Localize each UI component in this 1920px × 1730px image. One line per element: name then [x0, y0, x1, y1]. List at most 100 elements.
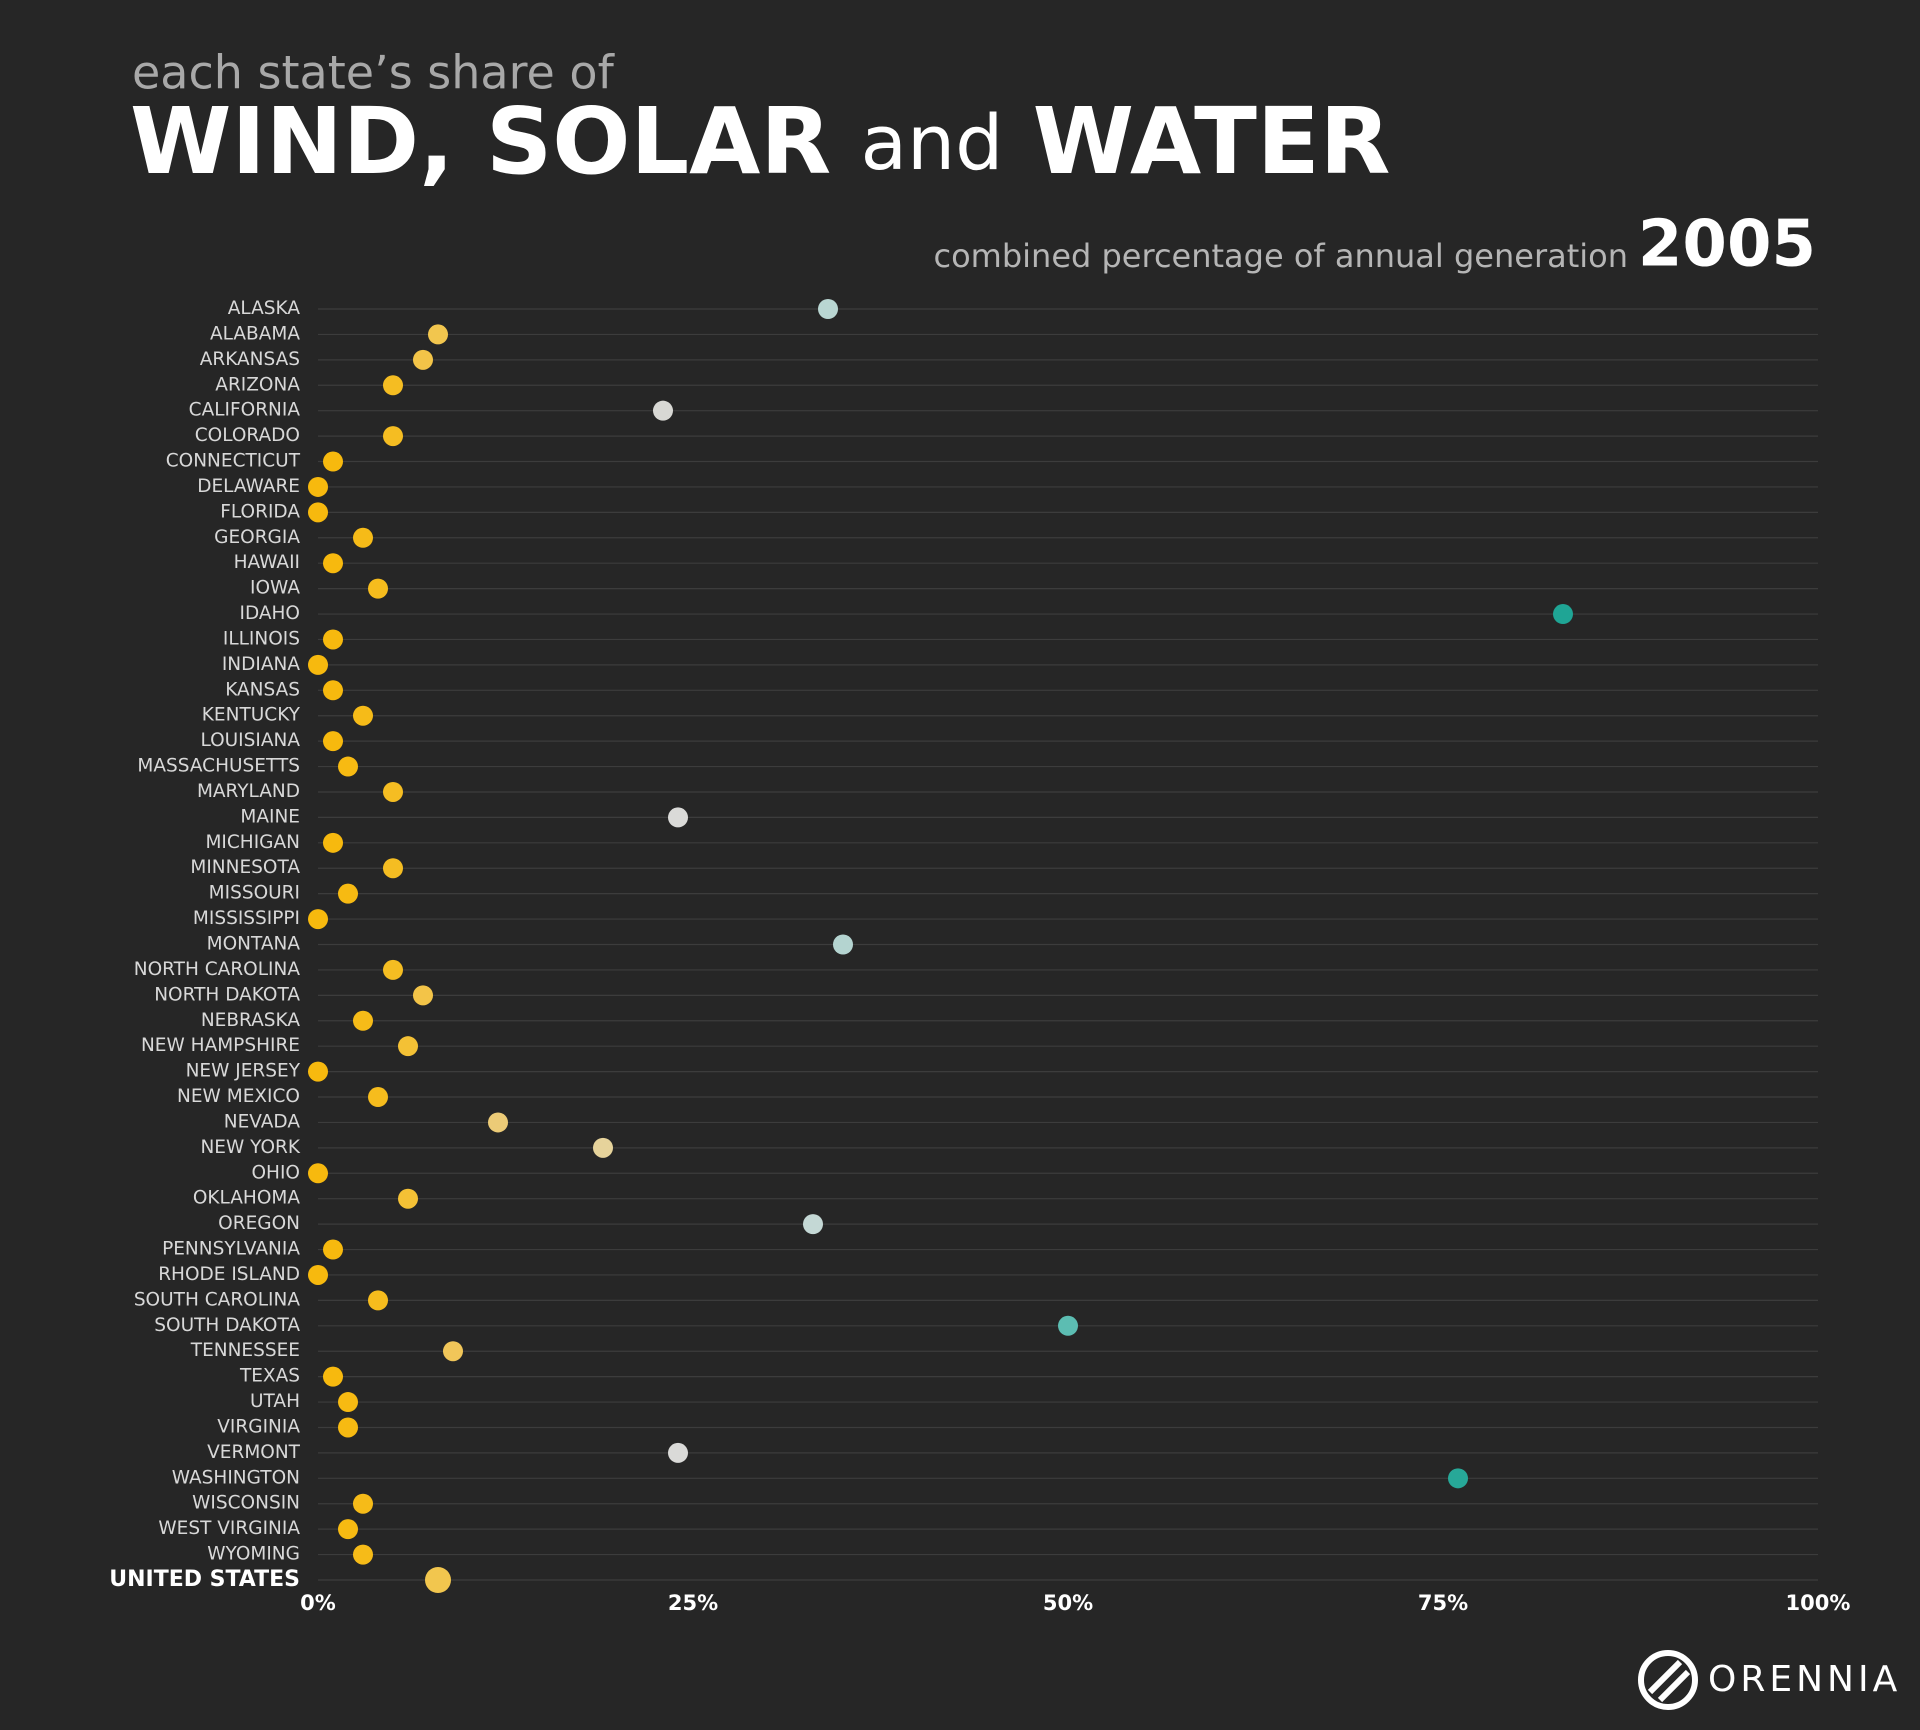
brand: ORENNIA	[1708, 1659, 1901, 1700]
dot	[308, 654, 328, 675]
category-label: DELAWARE	[197, 476, 300, 497]
category-label: OREGON	[218, 1213, 300, 1234]
subtitle: combined percentage of annual generation	[933, 237, 1628, 275]
title-part: WATER	[1033, 88, 1391, 195]
dot	[308, 502, 328, 523]
title: WIND, SOLAR and WATER	[130, 88, 1391, 195]
category-label: NORTH CAROLINA	[134, 959, 301, 980]
category-label: MISSISSIPPI	[193, 908, 300, 929]
dot	[308, 1163, 328, 1184]
category-label: LOUISIANA	[200, 730, 300, 751]
dot	[443, 1341, 463, 1362]
dot	[1448, 1468, 1468, 1489]
category-label: ALASKA	[228, 298, 301, 319]
dot	[308, 909, 328, 930]
dot	[308, 1264, 328, 1285]
category-label: WEST VIRGINIA	[158, 1518, 300, 1539]
category-label: WYOMING	[207, 1544, 300, 1565]
category-label: IOWA	[250, 578, 300, 599]
category-label: KENTUCKY	[202, 705, 301, 726]
dot	[368, 578, 388, 599]
category-label: UNITED STATES	[109, 1567, 300, 1592]
dot	[323, 680, 343, 701]
category-label: NORTH DAKOTA	[154, 984, 300, 1005]
x-tick-label: 0%	[300, 1591, 336, 1615]
dot	[383, 858, 403, 879]
category-label: OKLAHOMA	[193, 1188, 301, 1209]
dot	[383, 375, 403, 396]
dot	[398, 1188, 418, 1209]
category-label: NEW HAMPSHIRE	[141, 1035, 300, 1056]
category-label: NEW YORK	[200, 1137, 300, 1158]
category-label: PENNSYLVANIA	[162, 1239, 300, 1260]
dot	[323, 629, 343, 650]
dot	[428, 324, 448, 345]
category-label: MONTANA	[207, 934, 301, 955]
dot	[413, 985, 433, 1006]
dot	[323, 832, 343, 853]
dot	[338, 1417, 358, 1438]
category-label: ILLINOIS	[223, 628, 300, 649]
category-label: CONNECTICUT	[166, 451, 301, 472]
dot	[368, 1087, 388, 1108]
category-label: CALIFORNIA	[189, 400, 301, 421]
category-label: WISCONSIN	[192, 1493, 300, 1514]
dot	[338, 1519, 358, 1540]
category-label: RHODE ISLAND	[158, 1264, 300, 1285]
x-tick-label: 75%	[1418, 1591, 1468, 1615]
dot	[818, 299, 838, 319]
category-label: MICHIGAN	[205, 832, 300, 853]
category-label: TEXAS	[239, 1366, 300, 1387]
category-label: HAWAII	[234, 552, 300, 573]
dot	[413, 349, 433, 370]
pretitle: each state’s share of	[132, 46, 616, 100]
dot	[338, 756, 358, 777]
category-label: VERMONT	[207, 1442, 301, 1463]
dot	[488, 1112, 508, 1133]
category-label: MASSACHUSETTS	[137, 756, 300, 777]
category-label: MISSOURI	[209, 883, 300, 904]
category-label: NEVADA	[224, 1111, 301, 1132]
dot	[833, 934, 853, 955]
dot	[323, 553, 343, 574]
dot	[1553, 604, 1573, 625]
category-label: ALABAMA	[210, 323, 300, 344]
dot	[338, 1392, 358, 1413]
dot	[353, 1493, 373, 1514]
dot	[338, 883, 358, 904]
dot	[308, 476, 328, 497]
dot	[668, 807, 688, 828]
dot	[668, 1442, 688, 1463]
title-part: WIND, SOLAR	[130, 88, 831, 195]
category-label: TENNESSEE	[190, 1340, 300, 1361]
dot	[383, 426, 403, 447]
dot	[353, 705, 373, 726]
dot	[323, 1366, 343, 1387]
category-label: ARIZONA	[215, 374, 300, 395]
dot	[353, 527, 373, 548]
dot	[323, 1239, 343, 1260]
category-label: INDIANA	[222, 654, 300, 675]
category-label: VIRGINIA	[217, 1416, 300, 1437]
dot	[593, 1137, 613, 1158]
x-tick-label: 100%	[1786, 1591, 1851, 1615]
category-label: NEW JERSEY	[186, 1061, 301, 1082]
category-label: MAINE	[240, 806, 300, 827]
dot	[398, 1036, 418, 1057]
category-label: MARYLAND	[197, 781, 300, 802]
dot	[653, 400, 673, 421]
dot	[383, 781, 403, 802]
category-label: IDAHO	[239, 603, 300, 624]
category-label: UTAH	[250, 1391, 300, 1412]
dot	[353, 1010, 373, 1031]
category-label: KANSAS	[225, 679, 300, 700]
logo-icon	[1647, 1659, 1683, 1695]
dot	[323, 731, 343, 752]
x-tick-label: 25%	[668, 1591, 718, 1615]
dot	[425, 1567, 451, 1593]
logo-icon	[1638, 1650, 1698, 1710]
category-label: FLORIDA	[220, 501, 300, 522]
